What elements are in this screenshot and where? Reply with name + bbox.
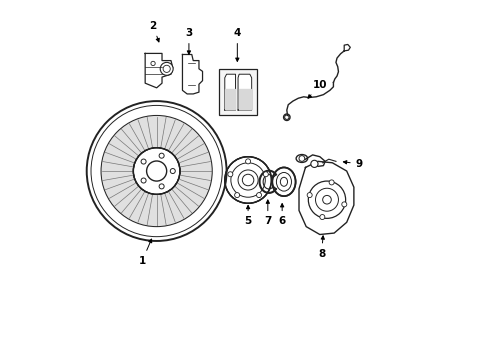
Text: 6: 6 — [278, 204, 285, 226]
Circle shape — [146, 161, 166, 181]
Polygon shape — [145, 53, 172, 88]
Circle shape — [227, 172, 232, 177]
Circle shape — [141, 159, 146, 164]
Circle shape — [159, 153, 164, 158]
Text: 8: 8 — [317, 236, 325, 258]
Polygon shape — [188, 63, 195, 85]
Circle shape — [170, 168, 175, 174]
Polygon shape — [344, 44, 349, 51]
Polygon shape — [298, 161, 353, 234]
Circle shape — [308, 181, 345, 219]
Ellipse shape — [272, 167, 295, 196]
Text: 9: 9 — [343, 159, 362, 169]
Circle shape — [234, 193, 239, 198]
Polygon shape — [182, 54, 202, 94]
Circle shape — [245, 159, 250, 164]
Bar — [219, 69, 257, 116]
Circle shape — [256, 193, 261, 198]
Circle shape — [238, 170, 258, 190]
Circle shape — [86, 101, 226, 241]
Text: 7: 7 — [264, 200, 271, 226]
Circle shape — [328, 180, 333, 185]
Circle shape — [159, 184, 164, 189]
Circle shape — [319, 215, 324, 220]
Circle shape — [224, 157, 271, 203]
Text: 10: 10 — [307, 80, 326, 98]
Text: 5: 5 — [244, 206, 251, 226]
Circle shape — [141, 178, 146, 183]
Polygon shape — [238, 74, 251, 110]
Polygon shape — [238, 89, 250, 109]
Polygon shape — [225, 89, 234, 109]
Circle shape — [133, 148, 180, 194]
Text: 4: 4 — [233, 28, 241, 62]
Circle shape — [160, 62, 173, 75]
Text: 2: 2 — [149, 21, 159, 42]
Text: 3: 3 — [185, 28, 192, 54]
Circle shape — [306, 193, 311, 198]
Text: 1: 1 — [139, 239, 151, 266]
Circle shape — [310, 160, 317, 167]
Circle shape — [151, 61, 155, 66]
Circle shape — [341, 202, 346, 207]
Circle shape — [263, 172, 268, 177]
Ellipse shape — [296, 154, 307, 162]
Circle shape — [133, 148, 180, 194]
Polygon shape — [224, 74, 235, 110]
